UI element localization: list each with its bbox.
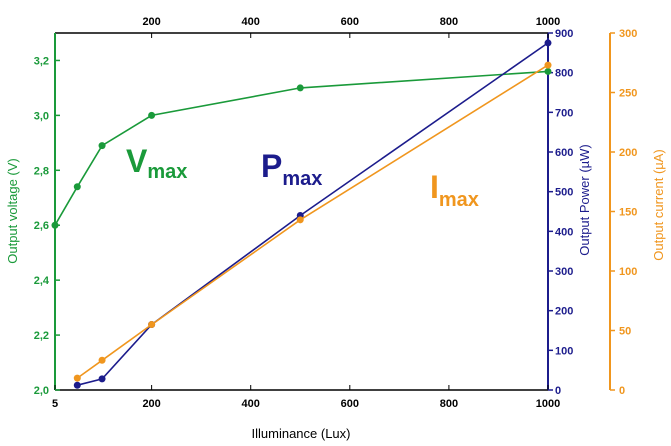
vmax-data-point bbox=[73, 183, 81, 191]
top-tick-label: 200 bbox=[142, 16, 160, 28]
imax-label-sub: max bbox=[439, 189, 479, 211]
current-tick-label: 100 bbox=[619, 266, 637, 278]
imax-data-point bbox=[296, 216, 304, 224]
imax-series-line bbox=[76, 64, 549, 379]
power-tick-label: 800 bbox=[555, 68, 573, 80]
top-tick-label: 800 bbox=[440, 16, 458, 28]
vmax-data-point bbox=[544, 67, 552, 75]
vmax-data-point bbox=[148, 111, 156, 119]
pmax-data-point bbox=[98, 375, 106, 383]
current-tick-label: 250 bbox=[619, 88, 637, 100]
vmax-label-sub: max bbox=[147, 161, 187, 183]
bottom-tick-label: 400 bbox=[242, 398, 260, 410]
current-y-ticks: 0 50 100 150 200 250 300 bbox=[610, 28, 637, 397]
pmax-data-point bbox=[73, 381, 81, 389]
voltage-tick-label: 2,8 bbox=[34, 165, 49, 177]
current-tick-label: 0 bbox=[619, 385, 625, 397]
power-tick-label: 400 bbox=[555, 226, 573, 238]
voltage-y-ticks: 2,0 2,2 2,4 2,6 2,8 3,0 3,2 bbox=[34, 55, 60, 397]
vmax-data-point bbox=[98, 142, 106, 150]
current-tick-label: 150 bbox=[619, 207, 637, 219]
top-tick-label: 1000 bbox=[536, 16, 560, 28]
imax-label-main: I bbox=[430, 169, 439, 205]
bottom-tick-label: 1000 bbox=[536, 398, 560, 410]
vmax-data-point bbox=[51, 221, 59, 229]
power-tick-label: 200 bbox=[555, 306, 573, 318]
voltage-axis-title: Output voltage (V) bbox=[5, 158, 20, 264]
voltage-tick-label: 3,0 bbox=[34, 110, 49, 122]
vmax-series-line bbox=[54, 70, 549, 226]
top-tick-label: 400 bbox=[242, 16, 260, 28]
power-tick-label: 500 bbox=[555, 187, 573, 199]
voltage-tick-label: 2,0 bbox=[34, 385, 49, 397]
power-tick-label: 300 bbox=[555, 266, 573, 278]
voltage-tick-label: 2,6 bbox=[34, 220, 49, 232]
top-x-ticks: 200 400 600 800 1000 bbox=[142, 16, 560, 38]
power-tick-label: 600 bbox=[555, 147, 573, 159]
vmax-label: Vmax bbox=[126, 143, 187, 183]
power-y-ticks: 0 100 200 300 400 500 600 700 800 900 bbox=[548, 28, 573, 397]
pmax-label-main: P bbox=[261, 148, 282, 184]
bottom-tick-label: 200 bbox=[142, 398, 160, 410]
vmax-label-main: V bbox=[126, 143, 148, 179]
imax-data-point bbox=[544, 61, 552, 69]
pmax-series-line bbox=[77, 42, 549, 386]
power-tick-label: 900 bbox=[555, 28, 573, 40]
bottom-tick-label: 600 bbox=[341, 398, 359, 410]
pmax-label: Pmax bbox=[261, 148, 322, 190]
current-tick-label: 50 bbox=[619, 326, 631, 338]
vmax-data-point bbox=[296, 84, 304, 92]
voltage-tick-label: 2,4 bbox=[34, 275, 50, 287]
top-tick-label: 600 bbox=[341, 16, 359, 28]
power-tick-label: 0 bbox=[555, 385, 561, 397]
bottom-x-ticks: 5 200 400 600 800 1000 bbox=[52, 385, 560, 410]
power-tick-label: 100 bbox=[555, 345, 573, 357]
power-tick-label: 700 bbox=[555, 107, 573, 119]
imax-data-point bbox=[148, 321, 156, 329]
imax-label: Imax bbox=[430, 169, 479, 211]
pmax-label-sub: max bbox=[282, 168, 322, 190]
power-axis-title: Output Power (µW) bbox=[577, 144, 592, 256]
current-tick-label: 200 bbox=[619, 147, 637, 159]
bottom-tick-label: 800 bbox=[440, 398, 458, 410]
imax-data-point bbox=[73, 374, 81, 382]
imax-data-point bbox=[98, 356, 106, 364]
current-tick-label: 300 bbox=[619, 28, 637, 40]
voltage-tick-label: 2,2 bbox=[34, 330, 49, 342]
bottom-tick-label: 5 bbox=[52, 398, 58, 410]
x-axis-title: Illuminance (Lux) bbox=[252, 426, 351, 441]
current-axis-title: Output current (µA) bbox=[651, 149, 666, 261]
pmax-data-point bbox=[544, 39, 552, 47]
series-layer bbox=[51, 39, 552, 389]
voltage-tick-label: 3,2 bbox=[34, 55, 49, 67]
